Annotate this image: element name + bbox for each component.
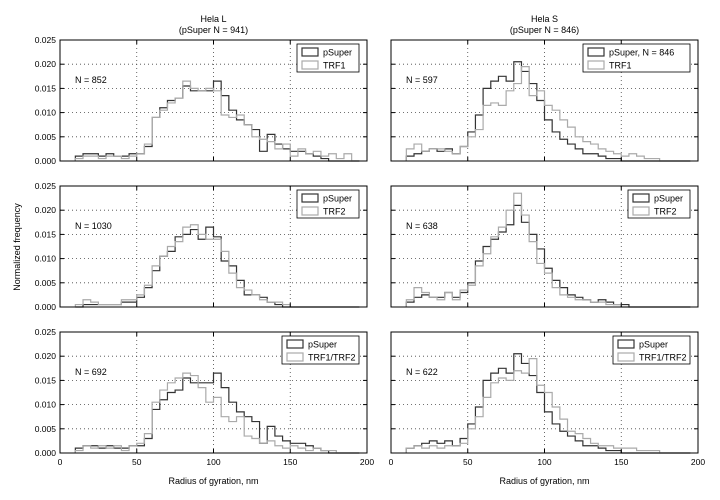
y-tick-label: 0.015 <box>35 375 57 385</box>
y-tick-label: 0.025 <box>35 181 57 191</box>
legend-label: TRF1/TRF2 <box>639 353 687 363</box>
legend-label: TRF2 <box>323 207 346 217</box>
legend: pSuper, N = 846 TRF1 <box>582 43 691 73</box>
legend-box <box>612 335 691 365</box>
series-2-step-line <box>405 66 691 162</box>
panel-row3-col1: 0.000 0.005 0.010 0.015 0.020 0.025 0 50 100 150 2… <box>35 327 375 467</box>
legend-swatch <box>301 193 319 203</box>
legend: pSuper TRF1 <box>296 43 360 73</box>
series-2-step-line <box>74 224 360 308</box>
x-tick-label: 50 <box>132 457 142 467</box>
legend-swatch <box>617 352 635 362</box>
legend: pSuper TRF1/TRF2 <box>612 335 691 365</box>
legend: pSuper TRF2 <box>296 189 360 219</box>
series-1-step-line <box>405 204 691 308</box>
y-tick-label: 0.000 <box>35 302 57 312</box>
col2-title-line2: (pSuper N = 846) <box>510 25 579 35</box>
panel-row1-col1: 0.000 0.005 0.010 0.015 0.020 0.025 N = 852 pSu… <box>35 35 368 166</box>
legend: pSuper TRF2 <box>627 189 691 219</box>
series-1-step-line <box>405 61 691 162</box>
y-tick-label: 0.015 <box>35 83 57 93</box>
legend-swatch <box>286 339 304 349</box>
x-axis-label-col1: Radius of gyration, nm <box>168 476 258 486</box>
legend-label: TRF1/TRF2 <box>308 353 356 363</box>
legend-label: pSuper <box>308 340 337 350</box>
series-2-step-line <box>405 358 691 454</box>
sample-size-annotation: N = 638 <box>406 221 438 231</box>
series-1-step-line <box>405 353 691 454</box>
y-tick-label: 0.025 <box>35 327 57 337</box>
panel-row3-col2: 0 50 100 150 200 N = 622 pSuper TRF1/TRF2 <box>389 331 705 467</box>
x-tick-label: 50 <box>463 457 473 467</box>
series-2-step-line <box>405 192 691 308</box>
col1-title-line1: Hela L <box>200 14 226 24</box>
x-tick-label: 100 <box>537 457 551 467</box>
x-tick-label: 150 <box>614 457 628 467</box>
x-tick-label: 100 <box>206 457 220 467</box>
y-tick-label: 0.000 <box>35 448 57 458</box>
panel-row1-col2: N = 597 pSuper, N = 846 TRF1 <box>390 39 699 162</box>
series-1-step-line <box>74 372 360 454</box>
x-tick-label: 150 <box>283 457 297 467</box>
panel-row2-col1: 0.000 0.005 0.010 0.015 0.020 0.025 N = 1030 pS… <box>35 181 368 312</box>
legend-box <box>582 43 691 73</box>
legend-swatch <box>632 206 650 216</box>
legend-swatch <box>587 60 605 70</box>
y-axis-label: Normalized frequency <box>12 203 22 291</box>
col2-title-line1: Hela S <box>531 14 558 24</box>
legend-swatch <box>617 339 635 349</box>
legend-label: pSuper <box>323 48 352 58</box>
y-tick-label: 0.020 <box>35 205 57 215</box>
legend-swatch <box>632 193 650 203</box>
x-tick-label: 200 <box>691 457 705 467</box>
y-tick-label: 0.005 <box>35 132 57 142</box>
y-tick-label: 0.005 <box>35 278 57 288</box>
legend-swatch <box>301 206 319 216</box>
legend: pSuper TRF1/TRF2 <box>281 335 360 365</box>
series-1-step-line <box>74 80 360 162</box>
sample-size-annotation: N = 692 <box>75 367 107 377</box>
sample-size-annotation: N = 597 <box>406 75 438 85</box>
y-tick-label: 0.020 <box>35 59 57 69</box>
sample-size-annotation: N = 852 <box>75 75 107 85</box>
legend-label: pSuper <box>323 194 352 204</box>
y-tick-label: 0.025 <box>35 35 57 45</box>
legend-box <box>296 189 360 219</box>
y-tick-label: 0.010 <box>35 108 57 118</box>
x-tick-label: 0 <box>389 457 394 467</box>
sample-size-annotation: N = 622 <box>406 367 438 377</box>
legend-swatch <box>301 47 319 57</box>
x-tick-label: 0 <box>58 457 63 467</box>
series-2-step-line <box>74 372 360 454</box>
legend-label: TRF2 <box>654 207 677 217</box>
legend-box <box>281 335 360 365</box>
sample-size-annotation: N = 1030 <box>75 221 112 231</box>
y-tick-label: 0.015 <box>35 229 57 239</box>
legend-label: TRF1 <box>609 61 632 71</box>
panel-row2-col2: N = 638 pSuper TRF2 <box>390 185 699 308</box>
legend-box <box>296 43 360 73</box>
y-tick-label: 0.005 <box>35 424 57 434</box>
y-tick-label: 0.010 <box>35 400 57 410</box>
legend-swatch <box>286 352 304 362</box>
legend-swatch <box>301 60 319 70</box>
legend-label: pSuper <box>639 340 668 350</box>
col1-title-line2: (pSuper N = 941) <box>179 25 248 35</box>
series-2-step-line <box>74 80 360 162</box>
legend-swatch <box>587 47 605 57</box>
legend-label: TRF1 <box>323 61 346 71</box>
y-tick-label: 0.000 <box>35 156 57 166</box>
legend-box <box>627 189 691 219</box>
x-tick-label: 200 <box>360 457 374 467</box>
y-tick-label: 0.020 <box>35 351 57 361</box>
x-axis-label-col2: Radius of gyration, nm <box>499 476 589 486</box>
legend-label: pSuper <box>654 194 683 204</box>
legend-label: pSuper, N = 846 <box>609 48 674 58</box>
y-tick-label: 0.010 <box>35 254 57 264</box>
panels: 0.000 0.005 0.010 0.015 0.020 0.025 N = 852 pSu… <box>35 35 706 467</box>
